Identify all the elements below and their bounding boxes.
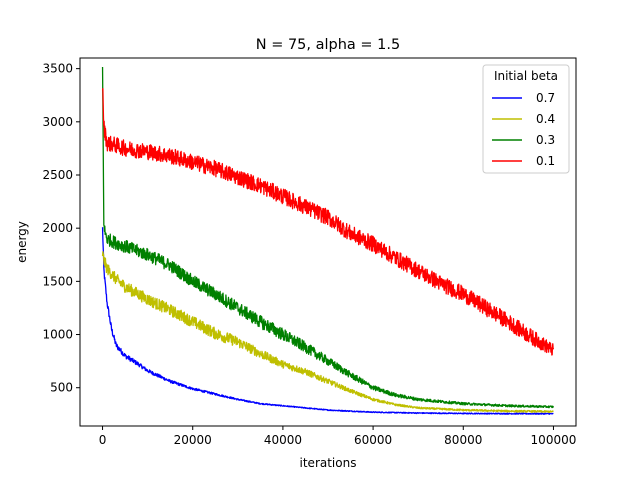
x-axis-label: iterations xyxy=(300,456,357,470)
x-tick-label: 40000 xyxy=(264,433,302,447)
y-tick-label: 2000 xyxy=(42,221,73,235)
series-line-0-3 xyxy=(101,66,555,409)
x-tick-label: 0 xyxy=(99,433,107,447)
y-tick-label: 1000 xyxy=(42,328,73,342)
y-tick-label: 3000 xyxy=(42,115,73,129)
legend-items: 0.7 0.4 0.3 0.1 xyxy=(492,91,555,168)
x-axis: 0 20000 40000 60000 80000 100000 xyxy=(99,426,577,447)
series-line-0-7 xyxy=(101,227,554,415)
y-axis: 500 1000 1500 2000 2500 3000 3500 xyxy=(42,62,80,395)
plot-frame xyxy=(79,57,577,427)
y-tick-label: 3500 xyxy=(42,62,73,76)
y-axis-label: energy xyxy=(15,221,29,263)
series-layer xyxy=(101,66,555,415)
legend: Initial beta 0.7 0.4 0.3 0.1 xyxy=(482,64,570,174)
chart-title: N = 75, alpha = 1.5 xyxy=(256,37,401,53)
legend-label: 0.3 xyxy=(536,133,555,147)
x-tick-label: 80000 xyxy=(444,433,482,447)
legend-label: 0.4 xyxy=(536,112,555,126)
series-line-0-4 xyxy=(101,251,554,414)
x-tick-label: 20000 xyxy=(174,433,212,447)
y-tick-label: 2500 xyxy=(42,168,73,182)
x-tick-label: 60000 xyxy=(354,433,392,447)
legend-label: 0.1 xyxy=(536,154,555,168)
legend-label: 0.7 xyxy=(536,91,555,105)
legend-box xyxy=(482,64,570,174)
y-tick-label: 500 xyxy=(50,381,73,395)
series-line-0-1 xyxy=(101,87,555,356)
x-tick-label: 100000 xyxy=(531,433,577,447)
y-tick-label: 1500 xyxy=(42,274,73,288)
legend-title: Initial beta xyxy=(494,69,558,83)
